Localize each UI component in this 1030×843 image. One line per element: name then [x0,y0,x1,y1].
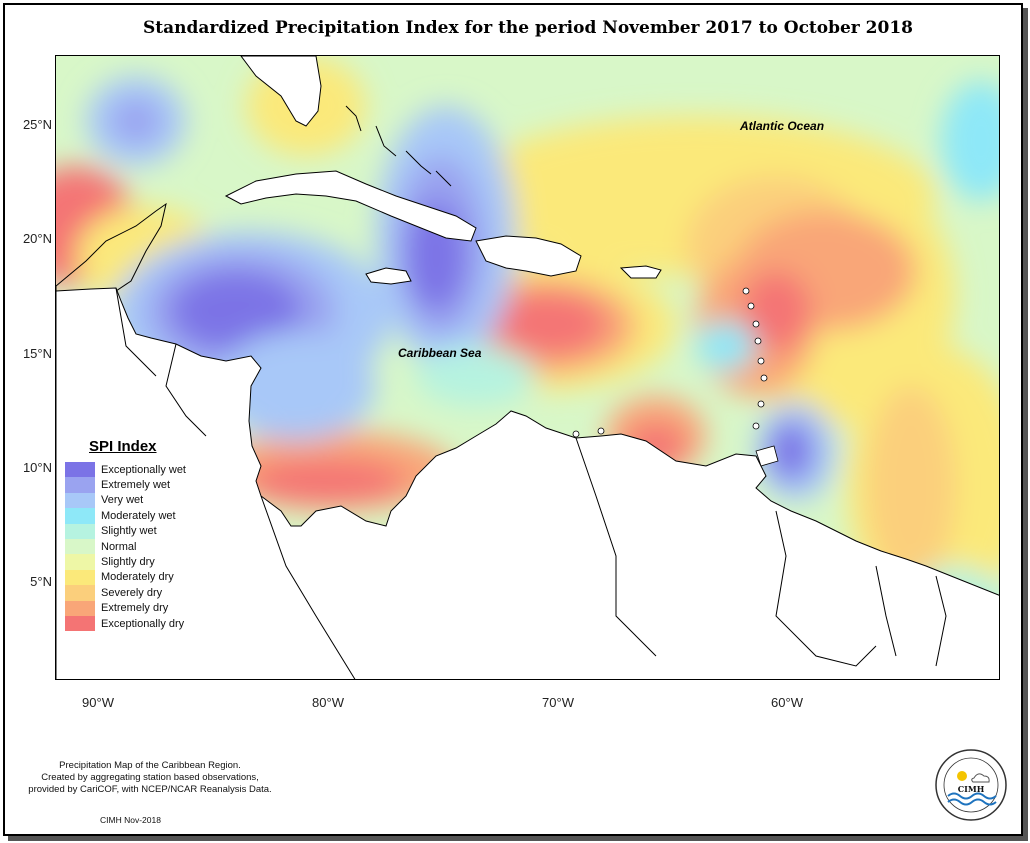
lon-label-90: 90°W [82,695,114,710]
legend-item: Severely dry [65,585,205,601]
legend-swatch [65,492,95,509]
legend-swatch [65,585,95,601]
legend-label: Exceptionally dry [101,617,185,630]
legend-swatch [65,569,95,586]
lat-label-5: 5°N [30,574,52,589]
legend-item: Moderately wet [65,508,205,524]
legend-item: Moderately dry [65,569,205,586]
footnote-line-1: Precipitation Map of the Caribbean Regio… [59,760,241,771]
legend-item: Extremely wet [65,477,205,493]
map-title: Standardized Precipitation Index for the… [142,18,913,38]
legend-item: Slightly wet [65,523,205,539]
land-masses [56,56,999,679]
credit-text: CIMH Nov-2018 [100,815,161,825]
legend-item: Extremely dry [65,600,205,616]
lat-label-25: 25°N [22,117,52,132]
legend-item: Slightly dry [65,554,205,570]
legend-swatch [65,477,95,493]
legend-swatch [65,523,95,539]
lat-label-20: 20°N [22,231,52,246]
logo-text: CIMH [958,784,985,794]
map-canvas [56,56,999,679]
country-borders [115,287,947,679]
legend-swatch [65,615,95,632]
map-footnote: Precipitation Map of the Caribbean Regio… [10,760,290,796]
lon-label-80: 80°W [312,695,344,710]
lon-label-60: 60°W [771,695,803,710]
legend-label: Normal [101,540,137,553]
legend-swatch [65,538,95,555]
legend-label: Extremely dry [101,602,169,615]
legend-item: Exceptionally dry [65,615,205,632]
legend-item: Very wet [65,492,205,509]
lesser-antilles [572,287,779,467]
legend-swatch [65,508,95,524]
legend-label: Extremely wet [101,479,171,492]
legend-label: Moderately wet [101,509,176,522]
legend-item: Normal [65,538,205,555]
bahamas [345,105,452,187]
cimh-logo-icon: CIMH [934,748,1008,822]
legend-items: Exceptionally wet Extremely wet Very wet Mo… [65,462,205,632]
spi-map[interactable] [55,55,1000,680]
legend-item: Exceptionally wet [65,462,205,478]
legend-swatch [65,600,95,616]
legend-swatch [65,462,95,478]
footnote-line-2: Created by aggregating station based obs… [41,772,259,783]
legend-label: Slightly dry [101,556,155,569]
legend-label: Moderately dry [101,571,174,584]
legend-label: Severely dry [101,586,163,599]
footnote-line-3: provided by CariCOF, with NCEP/NCAR Rean… [28,784,272,795]
legend-label: Very wet [101,494,144,507]
legend-label: Slightly wet [101,525,157,538]
atlantic-ocean-label: Atlantic Ocean [740,119,825,133]
lon-label-70: 70°W [542,695,574,710]
legend-title: SPI Index [89,438,157,455]
spi-field [56,56,999,679]
legend-label: Exceptionally wet [101,463,186,476]
lat-label-10: 10°N [22,460,52,475]
spi-legend: SPI Index Exceptionally wet Extremely wet… [65,438,205,632]
legend-swatch [65,554,95,570]
lat-label-15: 15°N [22,346,52,361]
caribbean-sea-label: Caribbean Sea [398,346,482,360]
